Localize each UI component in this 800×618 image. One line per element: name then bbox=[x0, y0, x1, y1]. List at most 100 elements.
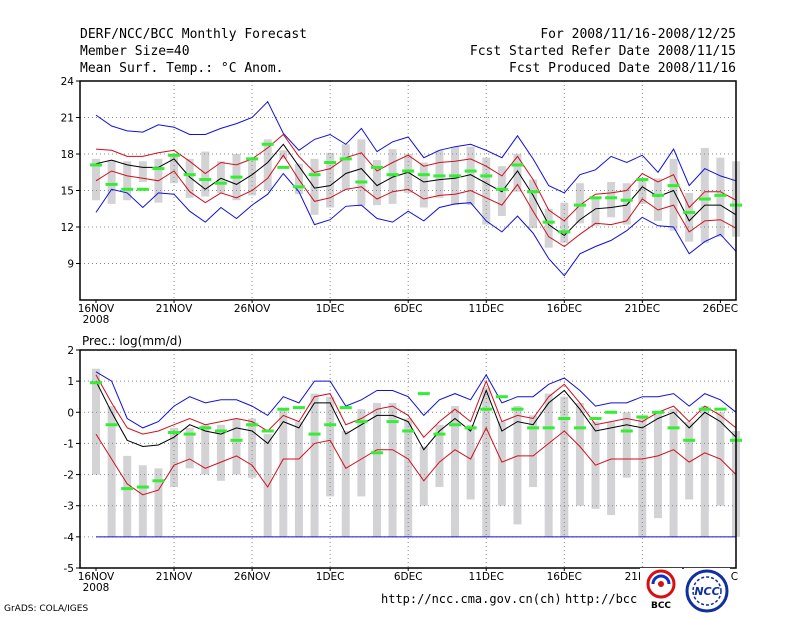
temp-observed-mark bbox=[183, 173, 196, 177]
temp-observed-mark bbox=[698, 197, 711, 201]
prec-spread-box bbox=[435, 424, 444, 488]
prec-observed-mark bbox=[355, 420, 368, 424]
temp-x-tick-label: 16DEC bbox=[547, 303, 582, 315]
prec-observed-mark bbox=[433, 432, 446, 436]
prec-observed-mark bbox=[370, 451, 383, 455]
prec-observed-mark bbox=[714, 407, 727, 411]
prec-spread-box bbox=[263, 434, 272, 537]
prec-y-tick-label: -5 bbox=[64, 563, 74, 575]
prec-observed-mark bbox=[589, 417, 602, 421]
prec-spread-box bbox=[123, 455, 132, 537]
prec-spread-box bbox=[669, 409, 678, 537]
prec-spread-box bbox=[216, 424, 225, 481]
ncc-url-link[interactable]: http://ncc.cma.gov.cn(ch) bbox=[381, 592, 562, 606]
temp-observed-mark bbox=[152, 167, 165, 171]
temp-observed-mark bbox=[527, 190, 540, 194]
precipitation-title: Prec.: log(mm/d) bbox=[82, 334, 182, 348]
bcc-logo-text: BCC bbox=[651, 601, 671, 610]
temp-x-tick-label: 21NOV bbox=[156, 303, 193, 315]
temp-spread-box bbox=[638, 179, 647, 204]
temp-y-tick-label: 24 bbox=[61, 76, 75, 88]
prec-observed-mark bbox=[417, 392, 430, 396]
temp-observed-mark bbox=[199, 178, 212, 182]
prec-observed-mark bbox=[308, 432, 321, 436]
temp-y-tick-label: 15 bbox=[61, 186, 74, 198]
prec-observed-mark bbox=[402, 429, 415, 433]
prec-y-tick-label: -1 bbox=[64, 438, 74, 450]
temp-spread-box bbox=[513, 154, 522, 192]
prec-spread-box bbox=[451, 406, 460, 537]
prec-observed-mark bbox=[636, 415, 649, 419]
temp-observed-mark bbox=[402, 169, 415, 173]
prec-observed-mark bbox=[605, 410, 618, 414]
prec-observed-mark bbox=[683, 438, 696, 442]
temp-observed-mark bbox=[277, 165, 290, 169]
member-size-label: Member Size=40 bbox=[80, 44, 190, 59]
prec-inner-upper-line bbox=[95, 374, 737, 438]
prec-spread-box bbox=[513, 406, 522, 525]
prec-spread-box bbox=[497, 421, 506, 506]
prec-observed-mark bbox=[573, 426, 586, 430]
temp-spread-box bbox=[685, 192, 694, 242]
prec-observed-mark bbox=[152, 479, 165, 483]
temp-spread-box bbox=[622, 183, 631, 225]
temp-spread-box bbox=[123, 161, 132, 201]
temp-observed-mark bbox=[355, 180, 368, 184]
ncc-logo-text: NCC bbox=[694, 585, 719, 598]
prec-y-tick-label: 1 bbox=[67, 376, 74, 388]
prec-observed-mark bbox=[651, 410, 664, 414]
prec-y-tick-label: 2 bbox=[67, 345, 74, 357]
prec-spread-box bbox=[294, 421, 303, 537]
prec-observed-mark bbox=[698, 407, 711, 411]
grads-credit: GrADS: COLA/IGES bbox=[4, 604, 89, 614]
temp-spread-box bbox=[357, 139, 366, 207]
temp-observed-mark bbox=[589, 196, 602, 200]
temp-spread-box bbox=[700, 147, 709, 243]
temp-spread-box bbox=[341, 144, 350, 191]
temp-observed-mark bbox=[573, 203, 586, 207]
temp-spread-box bbox=[435, 150, 444, 198]
prec-observed-mark bbox=[527, 426, 540, 430]
prec-observed-mark bbox=[246, 423, 259, 427]
prec-spread-box bbox=[607, 421, 616, 516]
prec-spread-box bbox=[201, 424, 210, 475]
temp-x-tick-label: 1DEC bbox=[316, 303, 345, 315]
temp-spread-box bbox=[591, 196, 600, 226]
temp-spread-box bbox=[466, 146, 475, 206]
temp-spread-box bbox=[575, 183, 584, 224]
prec-y-tick-label: -3 bbox=[64, 501, 74, 513]
temp-observed-mark bbox=[495, 187, 508, 191]
prec-x-tick-label: 16DEC bbox=[547, 571, 582, 583]
prec-spread-box bbox=[185, 427, 194, 469]
prec-observed-mark bbox=[480, 407, 493, 411]
temp-observed-mark bbox=[386, 173, 399, 177]
temp-observed-mark bbox=[246, 157, 259, 161]
temp-spread-box bbox=[185, 158, 194, 198]
temp-x-tick-label: 11DEC bbox=[469, 303, 504, 315]
prec-spread-box bbox=[248, 418, 257, 478]
temp-spread-box bbox=[482, 157, 491, 225]
temp-observed-mark bbox=[292, 185, 305, 189]
temp-observed-mark bbox=[558, 230, 571, 234]
prec-observed-mark bbox=[292, 406, 305, 410]
temp-spread-box bbox=[560, 202, 569, 243]
temp-spread-box bbox=[263, 139, 272, 191]
prec-observed-mark bbox=[339, 406, 352, 410]
temp-spread-box bbox=[248, 157, 257, 196]
bcc-logo-icon: BCC bbox=[646, 569, 676, 611]
temp-observed-mark bbox=[636, 178, 649, 182]
temp-x-tick-label: 26NOV bbox=[234, 303, 271, 315]
temp-spread-box bbox=[326, 152, 335, 208]
prec-spread-box bbox=[170, 427, 179, 488]
prec-observed-mark bbox=[511, 407, 524, 411]
temp-spread-box bbox=[216, 161, 225, 193]
temp-x-tick-label: 26DEC bbox=[703, 303, 738, 315]
temp-spread-box bbox=[138, 161, 147, 182]
temp-observed-mark bbox=[105, 182, 118, 186]
prec-x-tick-label: 1DEC bbox=[316, 571, 345, 583]
temp-y-tick-label: 12 bbox=[61, 222, 74, 234]
temp-observed-mark bbox=[620, 198, 633, 202]
prec-y-tick-label: 0 bbox=[67, 407, 74, 419]
prec-spread-box bbox=[310, 393, 319, 537]
bcc-url-link[interactable]: http://bcc.c bbox=[565, 592, 652, 606]
